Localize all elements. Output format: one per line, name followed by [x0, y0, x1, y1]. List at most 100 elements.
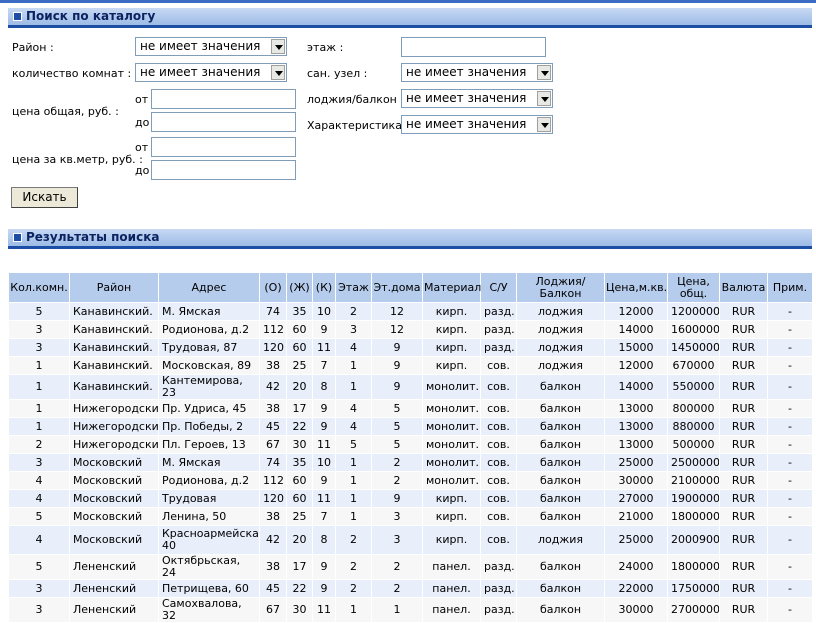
col-price-sqm-cell: 21000: [604, 507, 668, 526]
col-bathroom-cell: разд.: [480, 597, 517, 623]
district-select[interactable]: не имеет значения: [135, 37, 287, 56]
col-kitchen-area-cell: 7: [312, 356, 336, 375]
col-kitchen-area-cell: 9: [312, 471, 336, 490]
col-price-sqm-cell: 14000: [604, 374, 668, 400]
col-material-cell: панел.: [422, 554, 481, 580]
table-row: 1 Нижегородский Пр. Победы, 2 45 22 9 4 5 моноли…: [8, 417, 813, 436]
table-row: 3 Канавинский. Трудовая, 87 120 60 11 4 9 кирп. р…: [8, 338, 813, 357]
col-currency-cell: RUR: [719, 489, 768, 508]
col-note-cell: -: [767, 579, 813, 598]
col-price-total-cell: 670000: [667, 356, 720, 375]
col-living-area-cell: 17: [286, 399, 313, 418]
col-kitchen-area-cell: 7: [312, 507, 336, 526]
total-price-to-input[interactable]: [151, 112, 296, 132]
col-floor-cell: 3: [335, 320, 372, 339]
col-living-area-cell: 20: [286, 374, 313, 400]
col-bathroom-cell: сов.: [480, 453, 517, 472]
bathroom-select[interactable]: не имеет значения: [401, 63, 553, 82]
col-total-area-cell: 74: [259, 302, 287, 321]
dropdown-arrow-icon[interactable]: [271, 65, 285, 80]
rooms-select[interactable]: не имеет значения: [135, 63, 287, 82]
col-building-floors-cell: 5: [371, 417, 423, 436]
table-row: 3 Московский М. Ямская 74 35 10 1 2 монолит. сов.…: [8, 453, 813, 472]
col-kitchen-area-cell: 9: [312, 579, 336, 598]
col-building-floors-cell: 3: [371, 525, 423, 555]
col-district-header: Район: [69, 272, 159, 303]
col-price-total-cell: 500000: [667, 435, 720, 454]
col-loggia-cell: балкон: [516, 597, 605, 623]
col-district-cell: Нижегородский: [69, 399, 159, 418]
table-row: 5 Московский Ленина, 50 38 25 7 1 3 кирп. сов. бал…: [8, 507, 813, 526]
col-price-total-cell: 1450000: [667, 338, 720, 357]
col-building-floors-cell: 9: [371, 338, 423, 357]
col-currency-cell: RUR: [719, 417, 768, 436]
feature-select-value: не имеет значения: [406, 117, 527, 131]
col-floor-header: Этаж: [335, 272, 372, 303]
col-price-sqm-cell: 22000: [604, 579, 668, 598]
col-price-sqm-cell: 30000: [604, 471, 668, 490]
col-bathroom-cell: сов.: [480, 356, 517, 375]
col-living-area-cell: 30: [286, 597, 313, 623]
col-building-floors-cell: 2: [371, 471, 423, 490]
total-price-from-input[interactable]: [151, 89, 296, 109]
col-price-sqm-cell: 27000: [604, 489, 668, 508]
loggia-select[interactable]: не имеет значения: [401, 89, 553, 108]
col-material-cell: монолит.: [422, 374, 481, 400]
col-rooms-cell: 5: [8, 302, 70, 321]
col-district-cell: Московский: [69, 453, 159, 472]
col-note-cell: -: [767, 356, 813, 375]
col-district-cell: Канавинский.: [69, 338, 159, 357]
dropdown-arrow-icon[interactable]: [537, 117, 551, 132]
col-building-floors-cell: 9: [371, 356, 423, 375]
col-district-cell: Московский: [69, 525, 159, 555]
col-note-cell: -: [767, 435, 813, 454]
col-price-total-cell: 2000900: [667, 525, 720, 555]
col-note-cell: -: [767, 507, 813, 526]
col-rooms-cell: 1: [8, 356, 70, 375]
col-kitchen-area-cell: 11: [312, 597, 336, 623]
col-bathroom-cell: сов.: [480, 489, 517, 508]
col-price-sqm-header: Цена,м.кв.: [604, 272, 668, 303]
sqm-price-to-label: до: [135, 164, 150, 177]
col-material-cell: кирп.: [422, 489, 481, 508]
table-row: 4 Московский Красноармейская, 40 42 20 8 2 3 кир…: [8, 525, 813, 555]
col-price-sqm-cell: 25000: [604, 453, 668, 472]
floor-label: этаж :: [307, 41, 344, 54]
col-kitchen-area-cell: 10: [312, 302, 336, 321]
col-loggia-cell: балкон: [516, 374, 605, 400]
sqm-price-label: цена за кв.метр, руб. :: [12, 153, 143, 166]
col-currency-cell: RUR: [719, 320, 768, 339]
dropdown-arrow-icon[interactable]: [271, 39, 285, 54]
col-kitchen-area-cell: 11: [312, 435, 336, 454]
dropdown-arrow-icon[interactable]: [537, 65, 551, 80]
sqm-price-from-input[interactable]: [151, 137, 296, 157]
col-price-total-cell: 880000: [667, 417, 720, 436]
dropdown-arrow-icon[interactable]: [537, 91, 551, 106]
feature-select[interactable]: не имеет значения: [401, 115, 553, 134]
col-address-cell: Родионова, д.2: [158, 320, 260, 339]
col-address-cell: Родионова, д.2: [158, 471, 260, 490]
col-building-floors-cell: 9: [371, 489, 423, 508]
col-rooms-cell: 3: [8, 597, 70, 623]
col-price-sqm-cell: 14000: [604, 320, 668, 339]
col-note-cell: -: [767, 554, 813, 580]
search-button[interactable]: Искать: [11, 187, 78, 208]
col-price-sqm-cell: 12000: [604, 356, 668, 375]
sqm-price-to-input[interactable]: [151, 160, 296, 180]
col-price-total-cell: 1900000: [667, 489, 720, 508]
col-price-total-cell: 550000: [667, 374, 720, 400]
col-floor-cell: 1: [335, 356, 372, 375]
floor-input[interactable]: [401, 37, 546, 57]
col-kitchen-area-cell: 9: [312, 554, 336, 580]
col-district-cell: Канавинский.: [69, 374, 159, 400]
col-district-cell: Канавинский.: [69, 356, 159, 375]
results-table: Кол.комн. Район Адрес (О) (Ж) (К) Этаж Эт.дома М…: [8, 272, 813, 623]
col-currency-cell: RUR: [719, 453, 768, 472]
col-kitchen-area-cell: 8: [312, 525, 336, 555]
col-living-area-cell: 20: [286, 525, 313, 555]
col-note-header: Прим.: [767, 272, 813, 303]
col-floor-cell: 1: [335, 597, 372, 623]
col-address-cell: М. Ямская: [158, 302, 260, 321]
table-row: 4 Московский Трудовая 120 60 11 1 9 кирп. сов. бал…: [8, 489, 813, 508]
col-rooms-cell: 1: [8, 417, 70, 436]
